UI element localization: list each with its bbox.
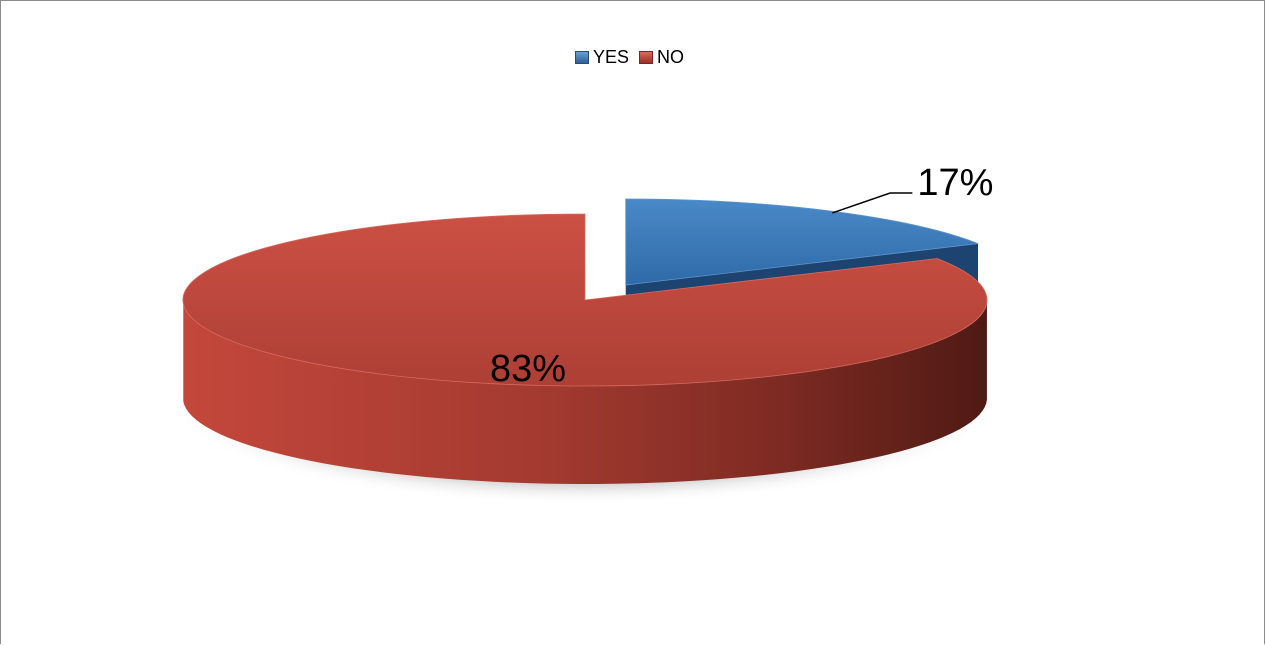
legend-item-no: NO	[639, 47, 684, 68]
legend: YES NO	[575, 47, 694, 68]
yes-leader-line	[832, 192, 913, 214]
data-label-yes: 17%	[917, 162, 993, 204]
legend-swatch-no	[639, 51, 654, 64]
legend-swatch-yes	[575, 51, 589, 64]
slice-yes	[625, 198, 979, 286]
data-label-no: 83%	[490, 348, 566, 390]
legend-item-yes: YES	[575, 47, 629, 68]
slice-no	[182, 213, 988, 387]
legend-label-yes: YES	[593, 47, 630, 67]
slice-no-side	[183, 301, 987, 484]
legend-label-no: NO	[657, 47, 685, 67]
